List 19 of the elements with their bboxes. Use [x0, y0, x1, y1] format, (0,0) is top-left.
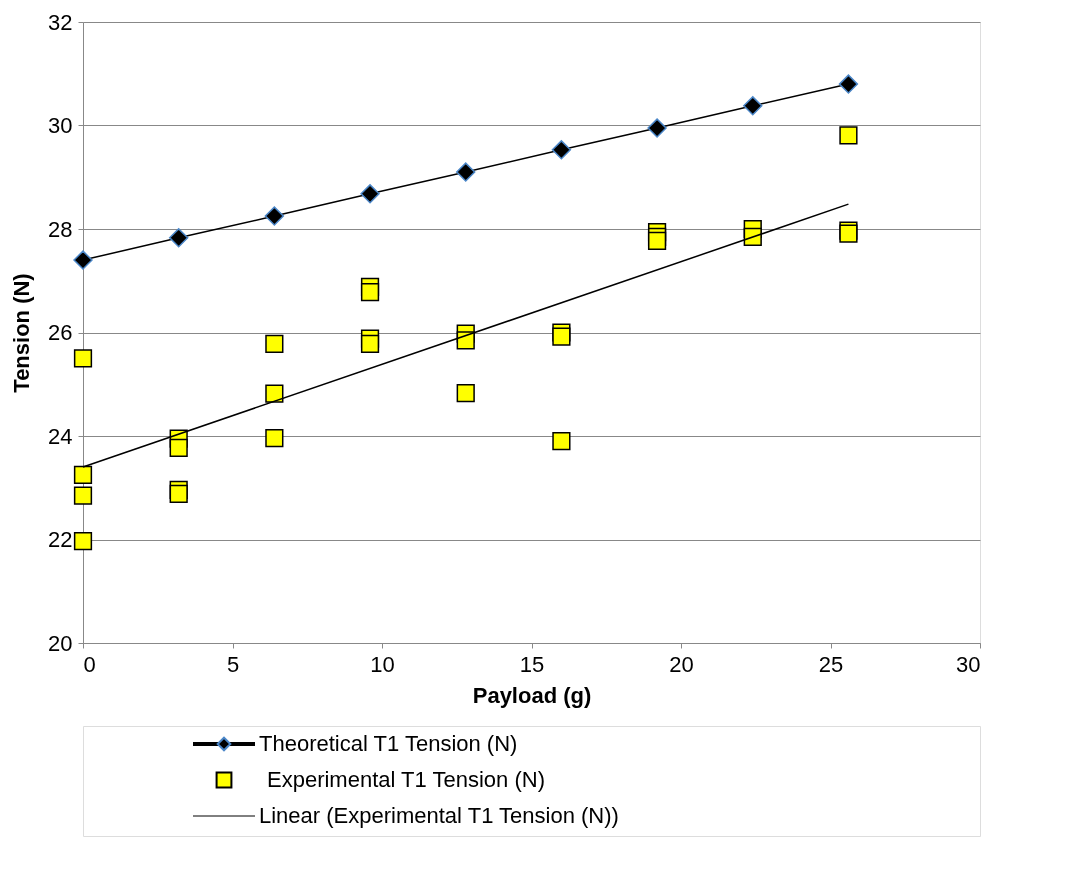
x-tick-label: 5 [226, 651, 240, 677]
x-tick-label: 30 [956, 651, 981, 677]
x-tick-label: 15 [519, 651, 545, 677]
y-tick-label: 32 [48, 9, 73, 35]
x-tick-label: 25 [818, 651, 844, 677]
legend-label: Linear (Experimental T1 Tension (N)) [259, 803, 619, 828]
legend-label: Theoretical T1 Tension (N) [259, 731, 518, 756]
x-axis-title: Payload (g) [472, 682, 592, 708]
y-tick-label: 24 [48, 423, 73, 449]
y-tick-label: 20 [48, 630, 73, 656]
y-axis-title: Tension (N) [9, 273, 35, 393]
legend-label: Experimental T1 Tension (N) [267, 767, 545, 792]
y-tick-label: 26 [48, 320, 73, 345]
y-tick-label: 30 [48, 113, 73, 138]
y-tick-label: 28 [48, 216, 73, 242]
x-tick-label: 0 [83, 651, 96, 677]
y-tick-label: 22 [48, 527, 73, 552]
x-tick-label: 20 [669, 651, 694, 677]
x-tick-label: 10 [370, 651, 395, 677]
